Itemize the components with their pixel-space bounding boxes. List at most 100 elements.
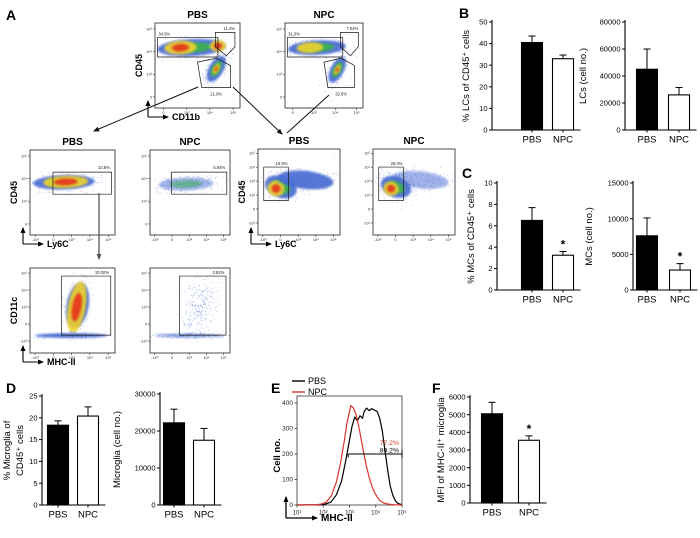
svg-text:0: 0 — [145, 221, 148, 226]
bar-chart-c1: 0 2 4 6 8 10 PBS * NPC % MCs of CD45⁺ cells — [466, 179, 581, 306]
svg-text:-10³: -10³ — [151, 237, 159, 242]
svg-text:-10²: -10² — [363, 220, 371, 225]
svg-text:10³: 10³ — [186, 237, 192, 242]
svg-text:10³: 10³ — [184, 110, 190, 115]
svg-text:CD45: CD45 — [9, 181, 19, 204]
svg-text:10⁵: 10⁵ — [445, 237, 451, 242]
svg-text:0: 0 — [368, 206, 371, 211]
svg-text:NPC: NPC — [179, 137, 200, 148]
svg-text:-10³: -10³ — [20, 339, 28, 344]
svg-text:0: 0 — [279, 237, 282, 242]
svg-text:PBS: PBS — [308, 376, 326, 386]
svg-text:10¹: 10¹ — [293, 511, 302, 517]
svg-text:10⁵: 10⁵ — [330, 237, 336, 242]
svg-text:30: 30 — [479, 61, 487, 70]
svg-text:-10³: -10³ — [32, 237, 40, 242]
svg-text:10⁴: 10⁴ — [146, 49, 152, 54]
svg-text:0: 0 — [616, 126, 620, 135]
svg-text:20: 20 — [479, 82, 487, 91]
svg-text:10³: 10³ — [141, 305, 147, 310]
svg-text:10⁵: 10⁵ — [221, 237, 227, 242]
svg-text:PBS: PBS — [187, 10, 208, 21]
svg-text:4: 4 — [488, 243, 492, 252]
svg-text:NPC: NPC — [78, 510, 98, 521]
svg-text:10³: 10³ — [21, 199, 27, 204]
svg-text:NPC: NPC — [669, 135, 689, 146]
svg-text:10⁴: 10⁴ — [87, 237, 93, 242]
panel-label-f: F — [432, 380, 441, 396]
svg-text:10³: 10³ — [69, 355, 75, 360]
svg-text:10⁴: 10⁴ — [313, 237, 319, 242]
svg-text:NPC: NPC — [553, 135, 573, 146]
svg-text:10⁵: 10⁵ — [221, 355, 227, 360]
svg-text:PBS: PBS — [62, 137, 83, 148]
svg-text:10⁵: 10⁵ — [105, 237, 111, 242]
svg-text:10⁴: 10⁴ — [276, 49, 282, 54]
svg-text:10⁵: 10⁵ — [276, 26, 282, 31]
svg-text:10³: 10³ — [364, 179, 370, 184]
svg-text:10000: 10000 — [135, 464, 156, 473]
bar-chart-c2: 0 5000 10000 15000 PBS * NPC MCs (cell no.) — [584, 179, 698, 306]
panel-label-d: D — [6, 380, 17, 396]
svg-text:10⁴: 10⁴ — [371, 510, 381, 517]
svg-text:10⁵: 10⁵ — [141, 153, 147, 158]
svg-text:10.00%: 10.00% — [95, 270, 109, 275]
svg-text:0: 0 — [52, 237, 55, 242]
svg-text:10³: 10³ — [141, 199, 147, 204]
svg-text:10⁴: 10⁴ — [21, 176, 27, 181]
svg-text:LCs (cell no.): LCs (cell no.) — [578, 48, 589, 104]
svg-text:31.0%: 31.0% — [288, 31, 300, 36]
flow-plot-botL-npc: 3.82% 10⁵ 10⁴ 10³ 0 -10³ -10³ 0 10³ 10⁴ 10⁵ — [140, 267, 231, 360]
svg-text:32.6%: 32.6% — [335, 91, 347, 96]
svg-text:NPC: NPC — [403, 136, 424, 147]
svg-text:0: 0 — [624, 286, 628, 295]
svg-text:*: * — [561, 237, 566, 251]
svg-text:8: 8 — [488, 200, 492, 209]
flow-plot-midL-pbs: 10.6% 10⁵ 10⁴ 10³ 0 -10³ 0 10³ 10⁴ 10⁵ PBS CD45 Ly6C — [9, 137, 116, 249]
svg-text:0: 0 — [171, 355, 174, 360]
flow-plot-midL-npc: 5.94% 10⁵ 10⁴ 10³ 0 -10³ 0 10³ 10⁴ 10⁵ NPC — [141, 137, 231, 242]
svg-text:PBS: PBS — [522, 135, 541, 146]
panel-label-c: C — [462, 165, 473, 181]
svg-text:MHC-II: MHC-II — [321, 513, 353, 524]
svg-text:CD11c: CD11c — [9, 297, 19, 325]
svg-text:0: 0 — [483, 126, 487, 135]
svg-text:-10²: -10² — [248, 220, 256, 225]
svg-text:10⁴: 10⁴ — [141, 176, 147, 181]
svg-text:0: 0 — [33, 501, 37, 510]
svg-text:*: * — [678, 250, 683, 264]
svg-text:10³: 10³ — [276, 72, 282, 77]
svg-text:0: 0 — [280, 94, 283, 99]
svg-text:10³: 10³ — [69, 237, 75, 242]
histogram-e1: 0 100 200 300 400 10¹ 10² 10³ 10⁴ 10⁵ 77.2%89.2% PB… — [272, 376, 407, 524]
svg-text:10⁴: 10⁴ — [364, 165, 370, 170]
svg-text:-10³: -10³ — [140, 339, 148, 344]
svg-text:6: 6 — [488, 221, 492, 230]
svg-text:4000: 4000 — [449, 428, 466, 437]
svg-text:Ly6C: Ly6C — [47, 239, 69, 249]
svg-text:3000: 3000 — [449, 446, 466, 455]
svg-text:10³: 10³ — [410, 237, 416, 242]
svg-text:NPC: NPC — [519, 508, 539, 519]
svg-text:-10³: -10³ — [259, 237, 267, 242]
svg-text:NPC: NPC — [670, 295, 690, 306]
flow-plot-botL-pbs: 10.00% 10⁵ 10⁴ 10³ 0 -10³ -10³ 0 10³ 10⁴ 10⁵ CD11c M… — [9, 267, 116, 367]
bar-chart-d2: 0 10000 20000 30000 PBS NPC Microglia (cell no… — [112, 390, 222, 521]
svg-text:10⁵: 10⁵ — [230, 110, 236, 115]
svg-text:PBS: PBS — [289, 136, 310, 147]
svg-text:300: 300 — [282, 426, 293, 433]
svg-text:0: 0 — [488, 286, 492, 295]
svg-text:0: 0 — [289, 502, 293, 509]
svg-text:15: 15 — [29, 435, 37, 444]
svg-text:0: 0 — [461, 499, 465, 508]
svg-text:34.5%: 34.5% — [158, 31, 170, 36]
svg-text:CD11b: CD11b — [172, 112, 201, 122]
svg-text:10: 10 — [484, 179, 492, 188]
svg-text:2000: 2000 — [449, 463, 466, 472]
panel-label-e: E — [271, 380, 281, 396]
svg-text:100: 100 — [282, 477, 293, 484]
svg-text:Cell no.: Cell no. — [272, 438, 283, 472]
svg-text:10⁵: 10⁵ — [354, 110, 360, 115]
svg-text:-10³: -10³ — [151, 355, 159, 360]
